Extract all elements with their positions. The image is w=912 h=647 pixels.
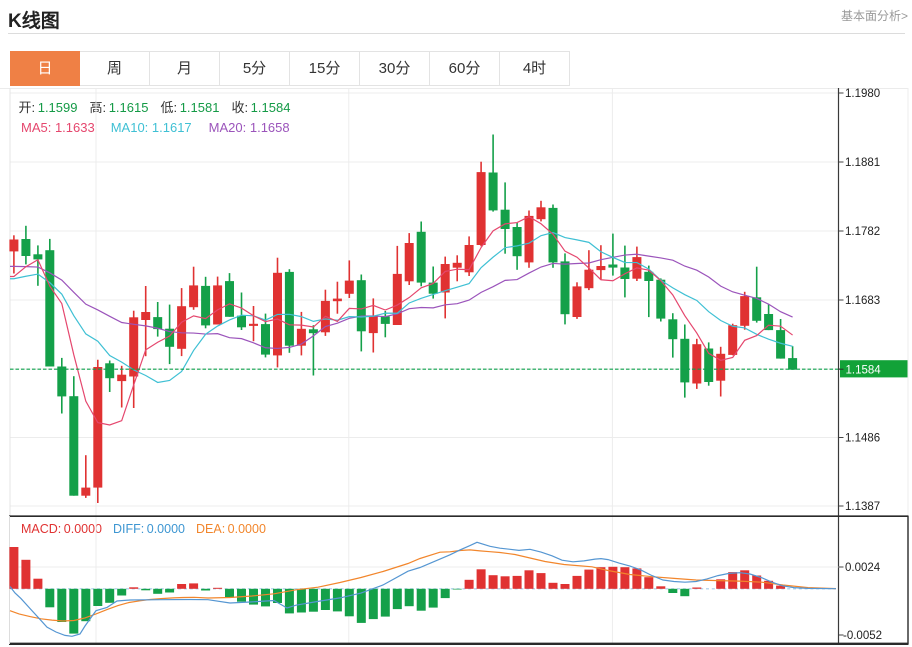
svg-text:1.1387: 1.1387: [845, 501, 880, 513]
svg-text:-0.0052: -0.0052: [843, 630, 882, 642]
svg-text:0.0024: 0.0024: [845, 562, 881, 574]
svg-text:1.1881: 1.1881: [845, 157, 880, 169]
svg-text:1.1782: 1.1782: [845, 226, 880, 238]
svg-text:1.1584: 1.1584: [846, 365, 882, 377]
svg-text:1.1486: 1.1486: [845, 433, 880, 445]
svg-text:1.1683: 1.1683: [845, 295, 880, 307]
svg-text:1.1980: 1.1980: [845, 88, 880, 100]
